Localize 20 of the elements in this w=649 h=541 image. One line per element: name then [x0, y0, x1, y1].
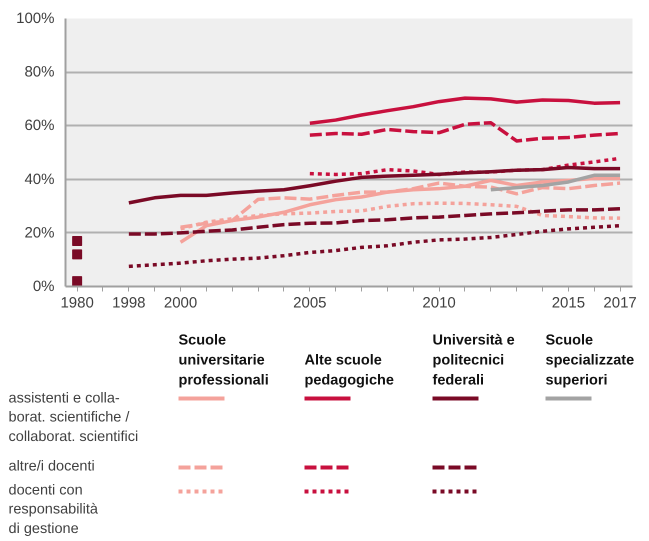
text: Scuole specializzate superiori	[546, 332, 634, 388]
y-tick-label: 80%	[24, 64, 55, 81]
y-tick-label: 40%	[24, 170, 55, 188]
x-tick-label: 2005	[293, 294, 327, 312]
x-tick-label: 2010	[422, 294, 456, 312]
y-tick-label: 100%	[16, 10, 55, 27]
text: assistenti e colla- borat. scientifiche / collaborat. scientifici	[8, 390, 138, 445]
x-tick-label: 1980	[60, 294, 94, 312]
y-tick-label: 20%	[24, 224, 55, 242]
x-tick-label: 2000	[164, 294, 198, 312]
text: altre/i docenti	[8, 458, 95, 474]
y-tick-label: 0%	[32, 278, 55, 295]
text: Alte scuole pedagogiche	[304, 352, 394, 388]
x-tick-label: 1998	[112, 294, 146, 312]
x-tick-label: 2017	[603, 294, 637, 312]
text: Scuole universitarie professionali	[178, 332, 269, 388]
text: docenti con responsabilità di gestione	[8, 482, 99, 537]
y-tick-label: 60%	[24, 117, 55, 134]
text: Università e politecnici federali	[432, 332, 515, 388]
x-tick-label: 2015	[552, 294, 586, 312]
